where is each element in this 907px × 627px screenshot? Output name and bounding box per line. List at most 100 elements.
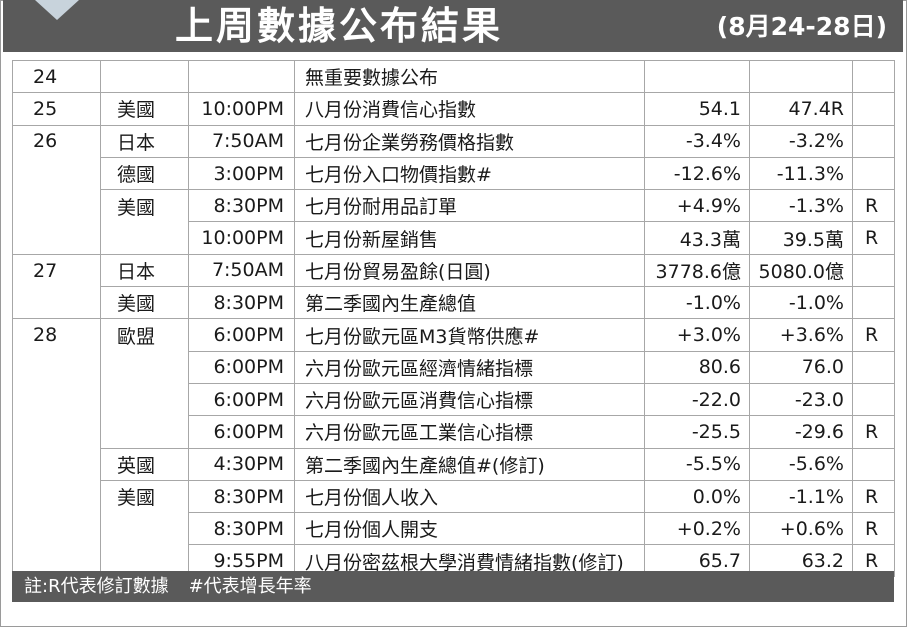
time-cell: 8:30PM — [188, 512, 295, 545]
day-cell — [12, 480, 101, 513]
time-cell: 8:30PM — [188, 189, 295, 222]
indicator-cell: 七月份貿易盈餘(日圓) — [294, 253, 645, 287]
revised-cell — [852, 350, 895, 384]
table-row: 10:00PM 七月份新屋銷售 43.3萬 39.5萬 R — [12, 221, 895, 255]
country-cell: 德國 — [100, 156, 189, 190]
country-cell — [100, 383, 189, 416]
table-row: 美國 8:30PM 七月份耐用品訂單 +4.9% -1.3% R — [12, 189, 895, 222]
time-cell: 6:00PM — [188, 350, 295, 384]
actual-cell: 0.0% — [644, 479, 750, 513]
indicator-cell: 七月份新屋銷售 — [294, 221, 645, 255]
table-row: 英國 4:30PM 第二季國內生產總值#(修訂) -5.5% -5.6% — [12, 447, 895, 481]
country-cell: 英國 — [100, 447, 189, 481]
table-row: 德國 3:00PM 七月份入口物價指數# -12.6% -11.3% — [12, 156, 895, 190]
revised-cell: R — [852, 415, 895, 449]
actual-cell: -22.0 — [644, 382, 750, 416]
indicator-cell: 第二季國內生產總值#(修訂) — [294, 447, 645, 481]
revised-cell — [852, 286, 895, 319]
indicator-cell: 七月份歐元區M3貨幣供應# — [294, 318, 645, 352]
country-cell — [100, 512, 189, 545]
time-cell: 10:00PM — [188, 92, 295, 126]
revised-cell: R — [852, 318, 895, 352]
indicator-cell: 七月份入口物價指數# — [294, 156, 645, 190]
previous-cell: 39.5萬 — [749, 221, 853, 255]
indicator-cell: 八月份消費信心指數 — [294, 92, 645, 126]
previous-cell: -1.1% — [749, 479, 853, 513]
day-cell: 27 — [12, 253, 101, 287]
previous-cell: -23.0 — [749, 382, 853, 416]
previous-cell: -5.6% — [749, 447, 853, 481]
country-cell: 美國 — [100, 479, 189, 513]
actual-cell — [644, 59, 750, 93]
day-cell: 28 — [12, 318, 101, 352]
actual-cell: +3.0% — [644, 318, 750, 352]
revised-cell: R — [852, 189, 895, 222]
footer-notes: 註:R代表修訂數據 #代表增長年率 — [12, 571, 894, 602]
time-cell: 6:00PM — [188, 382, 295, 416]
revised-cell — [852, 156, 895, 190]
revised-cell — [852, 59, 895, 93]
actual-cell: -5.5% — [644, 447, 750, 481]
revised-cell — [852, 447, 895, 481]
day-cell: 24 — [12, 59, 101, 93]
table-row: 6:00PM 六月份歐元區經濟情緒指標 80.6 76.0 — [12, 350, 895, 384]
time-cell: 4:30PM — [188, 447, 295, 481]
previous-cell: +3.6% — [749, 318, 853, 352]
indicator-cell: 第二季國內生產總值 — [294, 286, 645, 319]
revised-cell — [852, 92, 895, 126]
actual-cell: +0.2% — [644, 512, 750, 545]
previous-cell: -3.2% — [749, 124, 853, 158]
indicator-cell: 無重要數據公布 — [294, 59, 645, 93]
country-cell — [100, 221, 189, 255]
revised-cell — [852, 253, 895, 287]
actual-cell: -1.0% — [644, 286, 750, 319]
data-table: 24 無重要數據公布 25 美國 10:00PM 八月份消費信心指數 54.1 47.4R 26… — [12, 59, 895, 577]
actual-cell: 43.3萬 — [644, 221, 750, 255]
triangle-decoration-icon — [35, 0, 79, 20]
indicator-cell: 七月份企業勞務價格指數 — [294, 124, 645, 158]
day-cell — [12, 221, 101, 255]
previous-cell: -29.6 — [749, 415, 853, 449]
country-cell: 日本 — [100, 253, 189, 287]
time-cell: 7:50AM — [188, 253, 295, 287]
table-row: 6:00PM 六月份歐元區工業信心指標 -25.5 -29.6 R — [12, 415, 895, 449]
time-cell: 8:30PM — [188, 286, 295, 319]
revised-cell — [852, 124, 895, 158]
actual-cell: -25.5 — [644, 415, 750, 449]
day-cell — [12, 189, 101, 222]
country-cell — [100, 415, 189, 449]
actual-cell: 3778.6億 — [644, 253, 750, 287]
country-cell — [100, 351, 189, 384]
revised-cell: R — [852, 479, 895, 513]
indicator-cell: 六月份歐元區工業信心指標 — [294, 415, 645, 449]
day-cell — [12, 512, 101, 545]
table-row: 美國 8:30PM 七月份個人收入 0.0% -1.1% R — [12, 479, 895, 513]
previous-cell: +0.6% — [749, 512, 853, 545]
actual-cell: -12.6% — [644, 156, 750, 190]
revised-cell: R — [852, 512, 895, 545]
day-cell — [12, 415, 101, 449]
country-cell: 美國 — [100, 189, 189, 222]
time-cell: 8:30PM — [188, 479, 295, 513]
day-cell — [12, 351, 101, 384]
date-range: (8月24-28日) — [716, 12, 887, 41]
revised-cell: R — [852, 221, 895, 255]
previous-cell: 5080.0億 — [749, 253, 853, 287]
actual-cell: 80.6 — [644, 350, 750, 384]
day-cell — [12, 383, 101, 416]
table-row: 26 日本 7:50AM 七月份企業勞務價格指數 -3.4% -3.2% — [12, 124, 895, 158]
time-cell: 3:00PM — [188, 156, 295, 190]
previous-cell: -11.3% — [749, 156, 853, 190]
time-cell: 7:50AM — [188, 124, 295, 158]
table-row: 8:30PM 七月份個人開支 +0.2% +0.6% R — [12, 512, 895, 545]
header-bar: 上周數據公布結果 (8月24-28日) — [3, 0, 903, 52]
table-row: 28 歐盟 6:00PM 七月份歐元區M3貨幣供應# +3.0% +3.6% R — [12, 318, 895, 352]
country-cell — [100, 59, 189, 93]
table-row: 6:00PM 六月份歐元區消費信心指標 -22.0 -23.0 — [12, 382, 895, 416]
page-title: 上周數據公布結果 — [175, 4, 504, 48]
day-cell — [12, 286, 101, 319]
indicator-cell: 六月份歐元區經濟情緒指標 — [294, 350, 645, 384]
indicator-cell: 七月份個人收入 — [294, 479, 645, 513]
country-cell: 歐盟 — [100, 318, 189, 352]
footer-note-revised: 註:R代表修訂數據 — [24, 576, 169, 597]
